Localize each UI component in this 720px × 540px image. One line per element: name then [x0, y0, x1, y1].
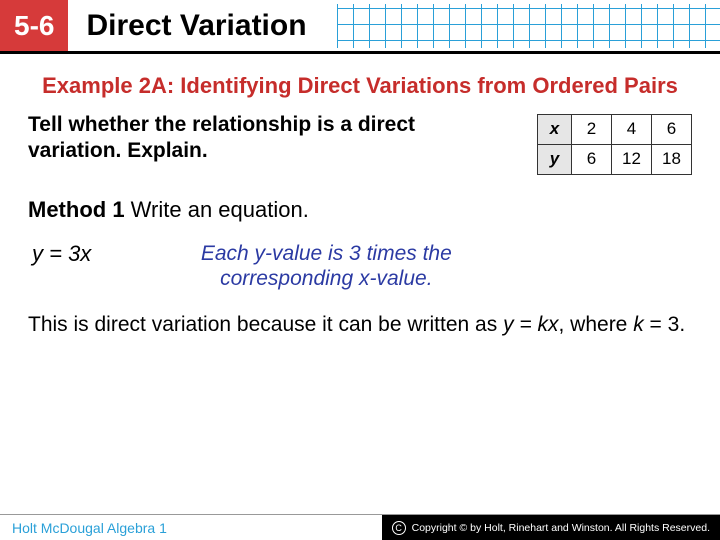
prompt-text: Tell whether the relationship is a direc… — [28, 112, 507, 165]
example-heading: Example 2A: Identifying Direct Variation… — [28, 72, 692, 100]
conclusion: This is direct variation because it can … — [28, 311, 692, 338]
equation-row: y = 3x Each y-value is 3 times the corre… — [28, 241, 692, 291]
footer-book-title: Holt McDougal Algebra 1 — [0, 520, 167, 536]
conclusion-part: This is direct variation because it can … — [28, 313, 503, 336]
conclusion-equation: y = kx — [503, 313, 558, 336]
x-header: x — [538, 114, 572, 144]
slide-header: 5-6 Direct Variation — [0, 0, 720, 54]
table-cell: 6 — [652, 114, 692, 144]
copyright-icon: C — [392, 521, 406, 535]
conclusion-part: = 3. — [644, 313, 685, 336]
conclusion-part: , where — [559, 313, 634, 336]
xy-table: x 2 4 6 y 6 12 18 — [537, 114, 692, 175]
table-row: y 6 12 18 — [538, 144, 692, 174]
footer-copyright: C Copyright © by Holt, Rinehart and Wins… — [382, 515, 720, 540]
equation: y = 3x — [28, 241, 91, 267]
header-grid-decoration — [337, 4, 720, 48]
table-cell: 2 — [572, 114, 612, 144]
copyright-text: Copyright © by Holt, Rinehart and Winsto… — [412, 522, 710, 534]
prompt-row: Tell whether the relationship is a direc… — [28, 112, 692, 175]
chapter-badge: 5-6 — [0, 0, 68, 54]
table-cell: 18 — [652, 144, 692, 174]
explanation-text: Each y-value is 3 times the correspondin… — [161, 241, 491, 291]
table-row: x 2 4 6 — [538, 114, 692, 144]
chapter-number: 5-6 — [14, 10, 54, 42]
table-cell: 4 — [612, 114, 652, 144]
y-header: y — [538, 144, 572, 174]
table-cell: 12 — [612, 144, 652, 174]
slide-title: Direct Variation — [68, 0, 306, 51]
method-text: Write an equation. — [125, 197, 309, 222]
slide-content: Example 2A: Identifying Direct Variation… — [0, 54, 720, 338]
table-cell: 6 — [572, 144, 612, 174]
method-line: Method 1 Write an equation. — [28, 197, 692, 223]
method-label: Method 1 — [28, 197, 125, 222]
slide-footer: Holt McDougal Algebra 1 C Copyright © by… — [0, 514, 720, 540]
conclusion-k: k — [633, 313, 644, 336]
